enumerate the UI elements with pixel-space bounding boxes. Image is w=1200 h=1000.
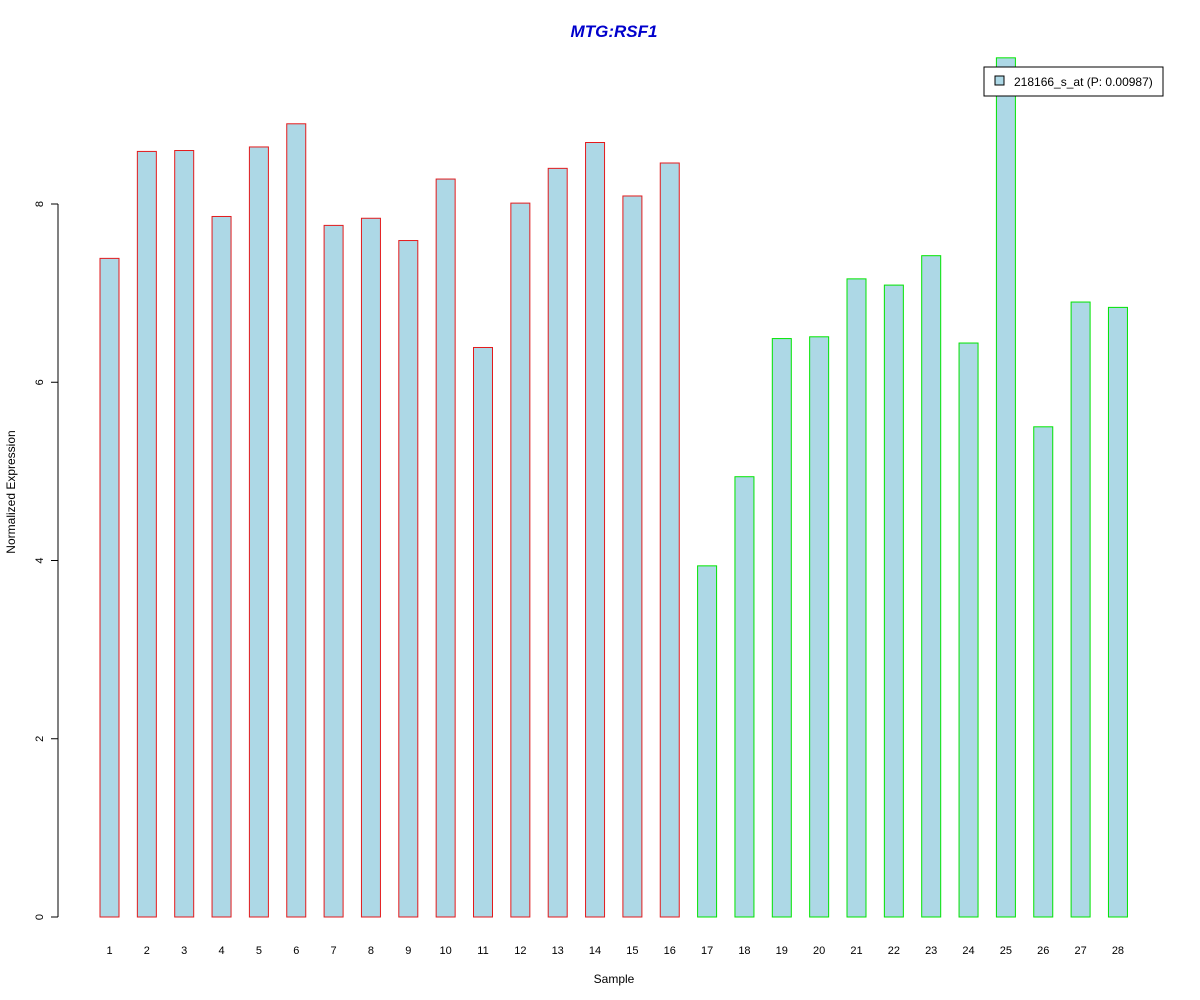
x-tick-label: 8 — [368, 945, 374, 957]
bar-sample-2 — [136, 150, 157, 918]
bar-sample-18 — [734, 476, 755, 918]
x-tick-label: 28 — [1112, 945, 1124, 957]
x-tick-label: 18 — [738, 945, 750, 957]
bar-sample-20 — [809, 336, 830, 918]
x-tick-label: 22 — [888, 945, 900, 957]
x-tick-label: 17 — [701, 945, 713, 957]
legend: 218166_s_at (P: 0.00987) — [983, 66, 1164, 97]
bar-sample-6 — [286, 123, 307, 918]
bar-sample-26 — [1033, 426, 1054, 918]
bar-sample-19 — [771, 338, 792, 918]
bar-sample-15 — [622, 195, 643, 918]
bar-sample-8 — [360, 217, 381, 918]
bar-sample-23 — [921, 255, 942, 918]
y-axis: 0 2 4 6 8 — [34, 201, 59, 920]
x-tick-label: 12 — [514, 945, 526, 957]
x-tick-label: 24 — [962, 945, 974, 957]
y-tick-label: 4 — [34, 557, 46, 563]
x-tick-label: 27 — [1074, 945, 1086, 957]
x-tick-label: 20 — [813, 945, 825, 957]
bar-sample-14 — [585, 142, 606, 918]
bar-sample-16 — [659, 162, 680, 918]
y-tick-label: 6 — [34, 379, 46, 385]
bars — [99, 57, 1128, 918]
bar-sample-13 — [547, 167, 568, 918]
bar-sample-4 — [211, 215, 232, 918]
bar-sample-3 — [174, 150, 195, 918]
legend-swatch — [994, 75, 1005, 86]
x-tick-label: 3 — [181, 945, 187, 957]
x-tick-label: 13 — [552, 945, 564, 957]
bar-sample-24 — [958, 342, 979, 918]
bar-sample-22 — [883, 284, 904, 918]
x-tick-label: 23 — [925, 945, 937, 957]
bar-sample-7 — [323, 224, 344, 918]
y-tick-label: 0 — [34, 914, 46, 920]
bar-sample-17 — [697, 565, 718, 918]
x-tick-label: 10 — [440, 945, 452, 957]
bar-sample-11 — [473, 346, 493, 918]
x-tick-label: 15 — [626, 945, 638, 957]
x-tick-label: 4 — [218, 945, 224, 957]
bar-sample-1 — [99, 257, 120, 918]
bar-sample-27 — [1070, 301, 1091, 918]
x-tick-label: 7 — [331, 945, 337, 957]
x-tick-label: 25 — [1000, 945, 1012, 957]
legend-label: 218166_s_at (P: 0.00987) — [1014, 75, 1153, 89]
x-tick-label: 6 — [293, 945, 299, 957]
bar-sample-9 — [398, 240, 419, 918]
bar-sample-10 — [435, 178, 456, 918]
x-tick-label: 21 — [850, 945, 862, 957]
x-tick-label: 16 — [664, 945, 676, 957]
chart-title: MTG:RSF1 — [571, 22, 658, 41]
bar-sample-25 — [995, 57, 1016, 918]
legend-box — [983, 66, 1164, 97]
y-tick-label: 8 — [34, 201, 46, 207]
x-tick-label: 2 — [144, 945, 150, 957]
x-tick-label: 11 — [477, 945, 488, 957]
bar-sample-21 — [846, 278, 867, 918]
x-tick-label: 9 — [405, 945, 411, 957]
x-tick-label: 1 — [106, 945, 112, 957]
y-tick-label: 2 — [34, 736, 46, 742]
y-axis-title: Normalized Expression — [4, 430, 18, 553]
x-tick-label: 26 — [1037, 945, 1049, 957]
x-tick-labels: 1 2 3 4 5 6 7 8 9 10 11 12 13 14 15 16 17 18 19 20 21 22 23 24 2… — [106, 945, 1124, 957]
bar-sample-12 — [510, 202, 531, 918]
x-axis-title: Sample — [594, 972, 635, 986]
x-tick-label: 14 — [589, 945, 601, 957]
bar-sample-28 — [1107, 306, 1128, 918]
x-tick-label: 5 — [256, 945, 262, 957]
bar-sample-5 — [248, 146, 269, 918]
x-tick-label: 19 — [776, 945, 788, 957]
